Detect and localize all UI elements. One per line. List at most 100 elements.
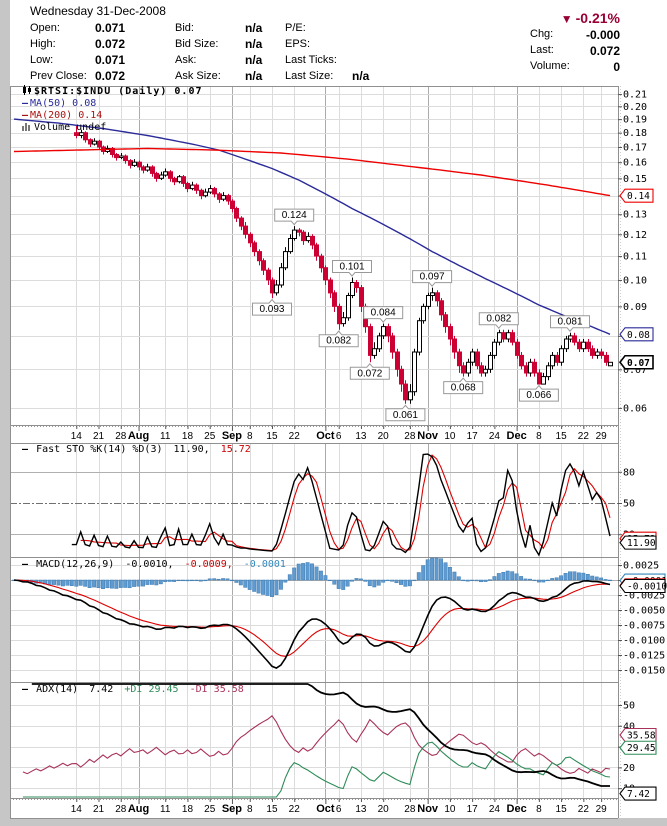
candle-body: [119, 155, 124, 158]
macd-histogram-bar: [559, 575, 564, 581]
date-tick-label: 6: [336, 804, 342, 815]
macd-histogram-bar: [105, 579, 110, 589]
ask-label: Ask:: [175, 54, 197, 66]
adx-name: ADX(14): [36, 684, 79, 695]
bid-size-label: Bid Size:: [175, 38, 219, 50]
candlestick-icon: [22, 85, 32, 99]
low-value: 0.071: [95, 53, 126, 67]
candle-body: [337, 305, 342, 325]
date-tick-label: 13: [355, 804, 367, 815]
candle-body: [470, 351, 475, 363]
last-size-value: n/a: [352, 69, 370, 83]
date-tick-label: 28: [115, 804, 127, 815]
candle-body: [550, 354, 555, 367]
macd-histogram-bar: [230, 579, 234, 582]
candle-body: [266, 269, 271, 281]
candle-body: [181, 176, 186, 184]
date-tick-label: 28: [404, 804, 416, 815]
candle-body: [92, 140, 97, 145]
macd-line: [13, 579, 611, 670]
page-left-margin: [0, 0, 10, 826]
macd-histogram-bar: [185, 579, 190, 582]
macd-axis-label: -0.0025: [623, 591, 665, 602]
macd-histogram-bar: [585, 574, 590, 581]
candle-body: [466, 361, 471, 374]
macd-histogram-bar: [532, 579, 537, 582]
date-tick-label: Sep: [222, 430, 242, 442]
candle-body: [154, 172, 159, 179]
candle-body: [74, 132, 79, 136]
candle-body: [604, 354, 609, 363]
date-tick-label: Sep: [222, 803, 242, 815]
macd-histogram-bar: [265, 579, 270, 596]
macd-histogram-bar: [278, 579, 283, 590]
macd-histogram-bar: [56, 579, 61, 586]
sto-d-line: [80, 454, 611, 552]
price-callout-label: 0.124: [282, 210, 307, 221]
macd-histogram-bar: [390, 579, 395, 582]
candle-body: [230, 200, 235, 210]
candle-body: [114, 154, 119, 159]
macd-histogram-bar: [252, 579, 257, 592]
adx-axis-label: 50: [623, 701, 635, 712]
candle-body: [252, 242, 257, 253]
date-tick-label: 8: [247, 804, 253, 815]
date-tick-label: 17: [467, 804, 479, 815]
price-callout: [385, 404, 426, 422]
price-callout: [518, 384, 559, 402]
macd-axis-label: -0.0125: [623, 651, 665, 662]
macd-histogram-bar: [394, 579, 399, 584]
price-axis-label: 0.19: [623, 115, 647, 126]
volume-label: Volume:: [530, 60, 570, 72]
macd-histogram-bar: [132, 579, 137, 587]
chg-row: Chg: -0.000: [530, 28, 620, 42]
candle-body: [381, 326, 386, 337]
axis-value-box-label: 35.58: [627, 730, 656, 741]
macd-histogram-bar: [487, 579, 492, 581]
axis-value-box-label: 0.08: [627, 330, 650, 341]
macd-histogram-bar: [470, 579, 475, 582]
macd-signal-value: -0.0009,: [184, 559, 233, 570]
price-callout: [274, 208, 315, 226]
candle-body: [132, 161, 137, 166]
candle-body: [319, 255, 324, 269]
date-tick-label: 22: [578, 431, 590, 442]
date-tick-label: 22: [289, 804, 301, 815]
price-axis-label: 0.17: [623, 143, 647, 154]
date-tick-label: Oct: [316, 803, 335, 815]
price-axis-label: 0.18: [623, 128, 647, 139]
macd-histogram-bar: [403, 579, 408, 587]
macd-histogram-bar: [505, 570, 510, 581]
macd-histogram-bar: [434, 557, 439, 581]
candle-body: [457, 351, 462, 367]
chg-label: Chg:: [530, 28, 554, 40]
axis-value-box-label: 0.07: [627, 358, 650, 369]
price-callouts: 0.093 0.124 0.082 0.101 0.072 0.084 0.061 0.097…: [252, 208, 590, 422]
axis-value-box-label: 0.14: [627, 191, 650, 202]
macd-histogram-bar: [310, 563, 314, 581]
macd-histogram-bar: [385, 579, 390, 582]
macd-histogram-bar: [536, 579, 541, 583]
panel-borders: [10, 86, 621, 819]
macd-histogram-bar: [479, 579, 483, 583]
candle-body: [572, 335, 577, 343]
candle-body: [510, 332, 515, 343]
candle-body: [328, 279, 333, 294]
candle-body: [439, 300, 444, 316]
macd-histogram-bar: [247, 579, 252, 590]
macd-histogram-bar: [483, 579, 488, 582]
macd-histogram-bar: [590, 575, 595, 581]
price-axis-labels: 0.210.20 0.19 0.18 0.17 0.16 0.15 0.14 0.13 0.12…: [618, 90, 654, 414]
date-tick-label: 25: [204, 431, 216, 442]
axis-value-box-label: 29.45: [627, 743, 656, 754]
axis-value-box: [619, 578, 666, 594]
candle-body: [608, 361, 613, 367]
candle-body: [501, 332, 506, 340]
candle-body: [248, 233, 253, 244]
candle-body: [532, 361, 537, 374]
macd-histogram-bar: [461, 579, 466, 582]
macd-histogram-bar: [425, 559, 430, 581]
macd-histogram-bar: [358, 578, 363, 581]
high-value: 0.072: [95, 37, 126, 51]
